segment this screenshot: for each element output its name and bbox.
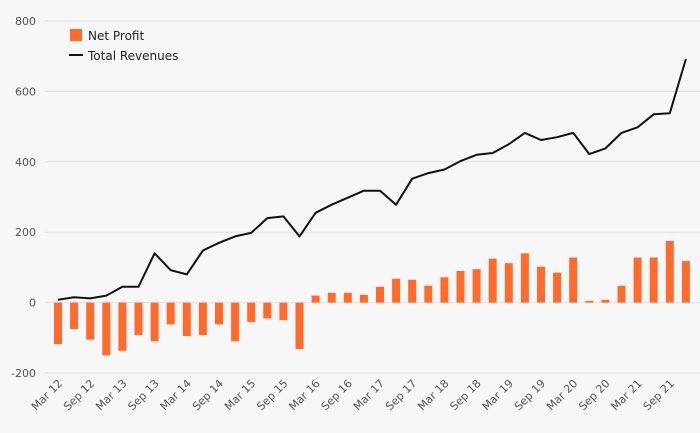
legend-swatch-net-profit — [70, 29, 82, 41]
bar-net-profit-jun-15 — [263, 302, 272, 319]
bar-net-profit-dec-18 — [488, 258, 497, 303]
bar-net-profit-sep-12 — [86, 302, 95, 340]
x-tick-label: Mar 21 — [608, 377, 644, 413]
x-tick-label: Sep 13 — [125, 377, 161, 413]
x-tick-label: Sep 17 — [383, 377, 419, 413]
x-tick-label: Mar 15 — [222, 377, 258, 413]
legend-label-net-profit: Net Profit — [88, 29, 144, 43]
y-tick-label: -200 — [11, 367, 36, 380]
bar-net-profit-jun-19 — [520, 253, 529, 303]
x-tick-label: Sep 12 — [61, 377, 97, 413]
bar-series — [54, 241, 690, 356]
y-tick-label: 0 — [29, 297, 36, 310]
x-tick-label: Sep 19 — [512, 377, 548, 413]
line-series — [57, 58, 687, 301]
bar-net-profit-sep-13 — [150, 302, 159, 342]
bar-net-profit-sep-20 — [601, 299, 610, 303]
bar-net-profit-jun-21 — [649, 257, 658, 303]
x-tick-label: Mar 20 — [544, 377, 580, 413]
x-tick-label: Mar 19 — [480, 377, 516, 413]
bar-net-profit-sep-17 — [408, 279, 417, 303]
bar-net-profit-jun-12 — [70, 302, 79, 329]
bar-net-profit-jun-18 — [456, 270, 465, 303]
x-tick-label: Sep 20 — [576, 377, 612, 413]
bar-net-profit-mar-13 — [118, 302, 127, 351]
legend-label-total-revenues: Total Revenues — [87, 49, 178, 63]
bar-net-profit-mar-15 — [247, 302, 256, 322]
bar-net-profit-jun-20 — [585, 300, 594, 303]
bar-net-profit-dec-21 — [681, 261, 690, 303]
bar-net-profit-dec-15 — [295, 302, 304, 350]
x-tick-label: Sep 21 — [641, 377, 677, 413]
bar-net-profit-dec-13 — [166, 302, 175, 325]
x-tick-label: Mar 16 — [286, 377, 322, 413]
bar-net-profit-mar-18 — [440, 277, 449, 303]
bar-net-profit-mar-16 — [311, 295, 320, 303]
bar-net-profit-sep-21 — [665, 241, 674, 303]
bar-net-profit-jun-17 — [392, 278, 401, 303]
x-tick-label: Sep 14 — [190, 377, 226, 413]
y-tick-label: 400 — [15, 156, 36, 169]
bar-net-profit-dec-14 — [231, 302, 240, 342]
bar-net-profit-mar-12 — [54, 302, 62, 345]
x-tick-label: Mar 17 — [351, 377, 387, 413]
x-tick-label: Mar 12 — [29, 377, 65, 413]
x-tick-label: Sep 18 — [447, 377, 483, 413]
x-tick-label: Mar 18 — [415, 377, 451, 413]
bar-net-profit-mar-20 — [569, 257, 578, 303]
bar-net-profit-sep-16 — [343, 292, 352, 303]
x-tick-label: Mar 13 — [93, 377, 129, 413]
bar-net-profit-dec-19 — [553, 272, 562, 303]
y-tick-label: 200 — [15, 226, 36, 239]
bar-net-profit-mar-19 — [504, 263, 513, 303]
x-tick-label: Sep 16 — [319, 377, 355, 413]
bar-net-profit-sep-19 — [537, 266, 545, 303]
bar-net-profit-jun-14 — [198, 302, 207, 335]
bar-net-profit-jun-13 — [134, 302, 143, 335]
bar-net-profit-dec-16 — [359, 294, 368, 303]
x-tick-label: Mar 14 — [158, 377, 194, 413]
bar-net-profit-dec-17 — [424, 285, 433, 303]
bar-net-profit-dec-12 — [102, 302, 111, 356]
x-tick-label: Sep 15 — [254, 377, 290, 413]
bar-net-profit-dec-20 — [617, 285, 626, 303]
y-tick-label: 800 — [15, 15, 36, 28]
bar-net-profit-mar-17 — [376, 286, 384, 303]
y-axis-ticks: -200 0 200 400 600 800 — [11, 15, 36, 380]
bar-net-profit-sep-14 — [215, 302, 223, 325]
gridlines — [45, 20, 700, 374]
bar-net-profit-mar-14 — [182, 302, 191, 337]
line-total-revenues — [57, 58, 687, 301]
bar-net-profit-jun-16 — [327, 292, 336, 303]
bar-net-profit-sep-18 — [472, 269, 481, 303]
bar-net-profit-sep-15 — [279, 302, 288, 321]
y-tick-label: 600 — [15, 85, 36, 98]
legend: Net Profit Total Revenues — [69, 29, 178, 63]
bar-net-profit-mar-21 — [633, 257, 642, 303]
